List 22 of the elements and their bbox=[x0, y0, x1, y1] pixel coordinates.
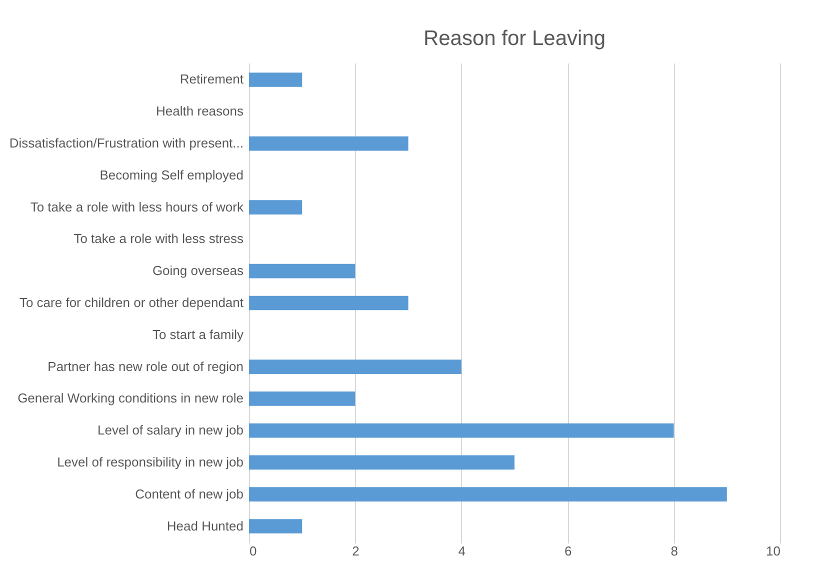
chart-title: Reason for Leaving bbox=[423, 27, 606, 50]
x-tick-label: 6 bbox=[564, 544, 572, 558]
y-tick-label: Content of new job bbox=[135, 486, 244, 502]
x-tick-label: 2 bbox=[352, 544, 360, 558]
y-tick-label: Going overseas bbox=[152, 263, 244, 278]
x-tick-label: 8 bbox=[670, 544, 678, 558]
y-tick-label: Retirement bbox=[180, 72, 244, 87]
y-tick-label: Partner has new role out of region bbox=[48, 358, 244, 374]
x-tick-label: 0 bbox=[250, 544, 257, 558]
y-tick-label: General Working conditions in new role bbox=[18, 390, 244, 406]
x-tick-label: 10 bbox=[766, 544, 780, 558]
y-tick-label: Dissatisfaction/Frustration with present... bbox=[9, 136, 244, 151]
y-tick-label: Head Hunted bbox=[166, 518, 244, 534]
x-tick-label: 4 bbox=[458, 544, 466, 558]
y-tick-label: To care for children or other dependant bbox=[19, 295, 244, 310]
y-tick-label: To take a role with less stress bbox=[74, 231, 244, 246]
y-tick-label: Level of responsibility in new job bbox=[57, 454, 244, 470]
y-tick-label: Health reasons bbox=[156, 104, 244, 119]
y-tick-label: Becoming Self employed bbox=[100, 167, 244, 182]
y-tick-label: Level of salary in new job bbox=[98, 422, 244, 438]
y-tick-label: To start a family bbox=[152, 326, 244, 342]
y-tick-label: To take a role with less hours of work bbox=[30, 199, 244, 214]
